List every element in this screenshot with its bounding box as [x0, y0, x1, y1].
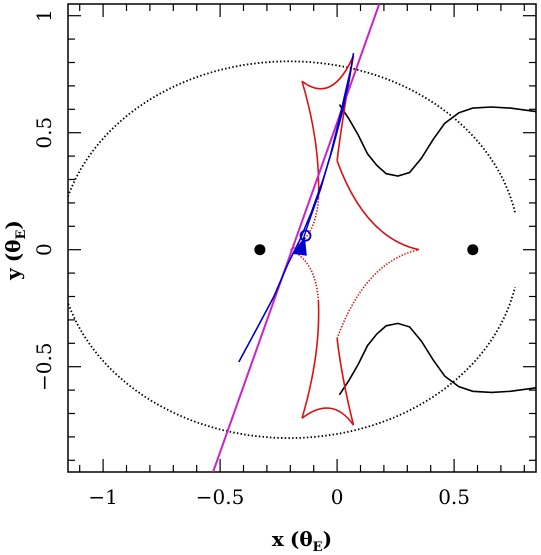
- x-tick-label: 0: [331, 485, 344, 509]
- plot-area: [68, 4, 536, 472]
- caustic-lower-left-edge: [301, 301, 320, 419]
- tick-labels: −1 −0.5 0 0.5 −0.5 0 0.5 1: [32, 9, 470, 509]
- critical-curve-lower: [338, 322, 536, 396]
- x-tick-label: −1: [88, 485, 117, 509]
- source-track-secondary: [299, 67, 352, 250]
- caustic: [289, 55, 420, 426]
- critical-curves: [68, 60, 536, 440]
- x-tick-label: 0.5: [438, 485, 470, 509]
- source-position-marker: [299, 229, 312, 242]
- caustic-bottom-edge: [301, 407, 355, 426]
- lens-point: [254, 244, 266, 256]
- critical-curve-outer: [68, 60, 516, 440]
- x-axis-label: x (θE): [272, 527, 332, 555]
- y-tick-label: 1: [32, 9, 56, 22]
- lens-points: [254, 244, 479, 256]
- source-track: [238, 52, 355, 363]
- caustic-top-edge: [301, 55, 355, 90]
- source-trajectory-line: [212, 4, 381, 472]
- caustic-lower-right-fold: [336, 248, 420, 339]
- caustic-upper-left-fold: [289, 198, 320, 251]
- y-axis-label: y(θE): [1, 220, 29, 281]
- y-tick-label: 0: [32, 243, 56, 256]
- ticks: [68, 4, 536, 472]
- caustic-lower-left-fold: [289, 248, 320, 302]
- trajectory: [212, 4, 381, 472]
- y-tick-label: 0.5: [32, 117, 56, 149]
- caustic-upper-left-edge: [301, 80, 320, 199]
- direction-arrow: [291, 236, 307, 256]
- critical-curve-upper: [338, 104, 536, 177]
- caustic-lower-right-edge: [336, 338, 355, 426]
- caustic-upper-right-fold: [336, 160, 420, 251]
- lens-point: [467, 244, 479, 256]
- x-tick-label: −0.5: [196, 485, 245, 509]
- y-tick-label: −0.5: [32, 342, 56, 391]
- plot-frame: [67, 3, 537, 473]
